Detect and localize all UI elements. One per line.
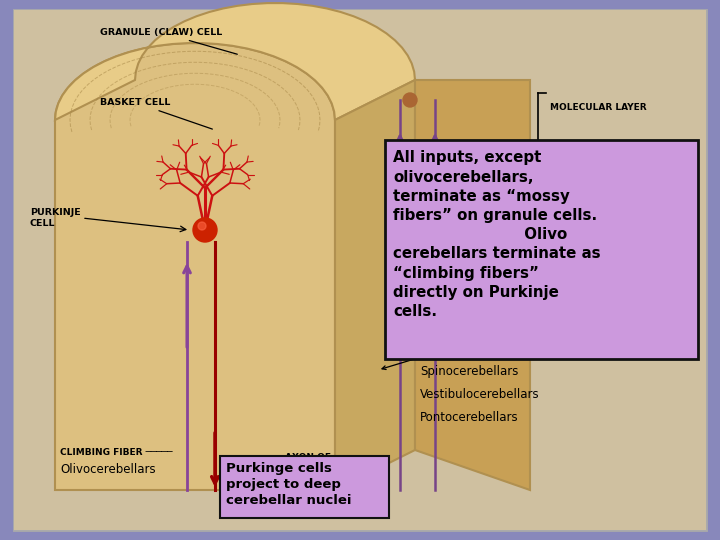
Text: Spinocerebellars: Spinocerebellars [420,365,518,378]
Bar [385,140,698,359]
Text: Pontocerebellars: Pontocerebellars [420,411,518,424]
Polygon shape [335,80,415,490]
Text: GRANULE (CLAW) CELL: GRANULE (CLAW) CELL [100,28,238,54]
Circle shape [403,93,417,107]
Text: GRANULAR LAYER: GRANULAR LAYER [550,176,640,185]
Polygon shape [55,43,335,490]
Bar [220,456,389,518]
Text: MOLECULAR LAYER: MOLECULAR LAYER [550,104,647,112]
Text: PURKINJE CELL LAYER: PURKINJE CELL LAYER [550,140,660,150]
Text: Olivocerebellars: Olivocerebellars [60,463,156,476]
Circle shape [193,218,217,242]
Text: CLIMBING FIBER ─────: CLIMBING FIBER ───── [60,448,173,457]
Text: AXON OF
PURKINJE
CELL: AXON OF PURKINJE CELL [285,453,333,483]
Text: Vestibulocerebellars: Vestibulocerebellars [420,388,539,401]
Text: BASKET CELL: BASKET CELL [100,98,212,129]
Text: PURKINJE
CELL: PURKINJE CELL [30,208,81,228]
Circle shape [198,222,206,230]
Polygon shape [55,3,415,120]
Text: MOSSY FIBERS: MOSSY FIBERS [382,338,508,369]
Polygon shape [415,80,530,490]
Text: Purkinge cells
project to deep
cerebellar nuclei: Purkinge cells project to deep cerebella… [225,462,351,507]
Text: All inputs, except
olivocerebellars,
terminate as “mossy
fibers” on granule cell: All inputs, except olivocerebellars, ter… [393,151,600,319]
